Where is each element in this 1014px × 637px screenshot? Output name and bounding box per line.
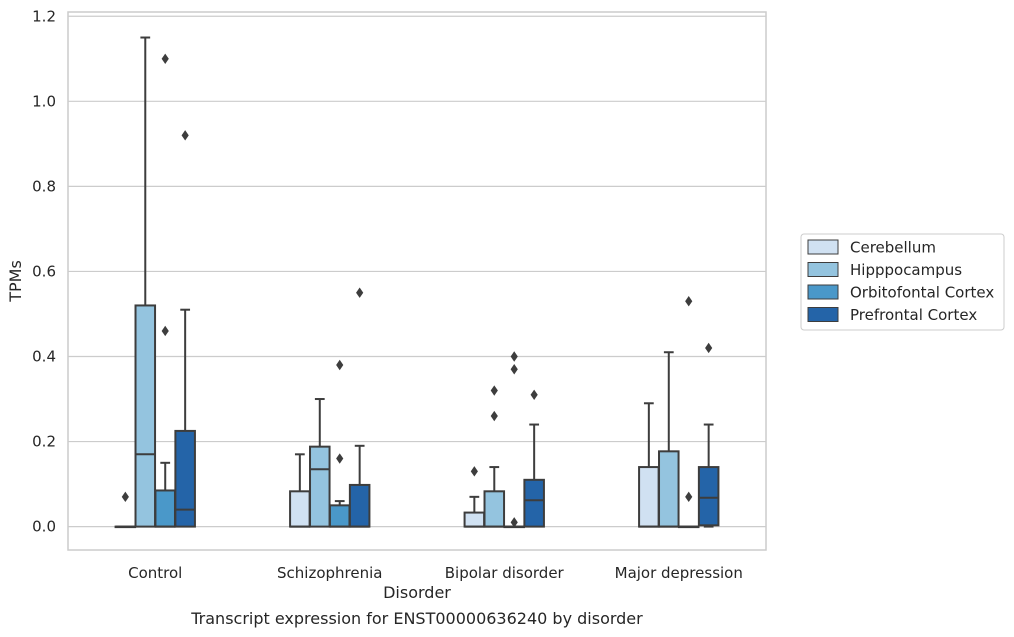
- box: [483, 385, 506, 528]
- box-body: [328, 504, 351, 528]
- box: [503, 351, 525, 529]
- box-body: [309, 445, 331, 528]
- outlier-point: [336, 453, 344, 464]
- x-tick-label: Schizophrenia: [277, 564, 382, 582]
- box: [697, 342, 720, 528]
- legend-swatch: [807, 239, 839, 255]
- box-body: [483, 490, 506, 528]
- box-body: [658, 450, 680, 528]
- outlier-point: [685, 491, 693, 503]
- outlier-point: [181, 130, 189, 141]
- box-body: [697, 466, 720, 527]
- legend-label: Orbitofontal Cortex: [850, 284, 994, 302]
- legend: Cerebellum Hipppocampus Orbitofontal Corte…: [800, 233, 1005, 331]
- box: [154, 53, 176, 528]
- box: [309, 398, 331, 528]
- legend-swatch: [807, 307, 839, 322]
- box: [677, 296, 700, 529]
- outlier-point: [685, 296, 693, 307]
- x-axis-title: Disorder: [383, 583, 451, 602]
- box: [328, 359, 351, 528]
- legend-label: Hipppocampus: [850, 261, 962, 279]
- box: [348, 287, 371, 528]
- outlier-point: [121, 491, 129, 503]
- x-tick-label: Control: [128, 564, 182, 582]
- grid-lines: [68, 15, 766, 528]
- y-tick-label: 1.2: [32, 7, 56, 25]
- x-tick-label: Bipolar disorder: [445, 564, 565, 582]
- outlier-point: [470, 466, 478, 477]
- y-tick-label: 1.0: [32, 92, 56, 110]
- outlier-point: [490, 385, 498, 396]
- box: [134, 36, 157, 528]
- box-body: [348, 483, 371, 528]
- box: [638, 402, 660, 528]
- legend-swatch: [807, 284, 839, 300]
- y-axis-ticks: 0.0 0.2 0.4 0.6 0.8 1.0 1.2: [32, 7, 56, 535]
- legend-swatch: [807, 262, 839, 277]
- outlier-point: [161, 325, 169, 337]
- x-axis-ticks: Control Schizophrenia Bipolar disorder Majo…: [128, 564, 743, 582]
- plot-frame: [67, 11, 767, 551]
- box: [523, 389, 545, 528]
- legend-frame: [800, 233, 1005, 331]
- legend-label: Prefrontal Cortex: [850, 306, 977, 324]
- outlier-point: [510, 517, 518, 528]
- outlier-point: [705, 342, 713, 354]
- box-plot-series: [114, 36, 720, 529]
- box: [114, 491, 137, 529]
- series-prefrontal-cortex: [174, 130, 720, 528]
- outlier-point: [356, 287, 364, 298]
- y-tick-label: 0.4: [32, 347, 56, 365]
- legend-label: Cerebellum: [850, 239, 936, 257]
- box-body: [134, 304, 157, 528]
- box-body: [289, 490, 311, 528]
- box-body: [154, 489, 176, 528]
- y-axis-title: TPMs: [6, 260, 25, 303]
- box: [658, 351, 680, 528]
- outlier-point: [510, 364, 518, 375]
- y-tick-label: 0.8: [32, 177, 56, 195]
- chart-caption: Transcript expression for ENST0000063624…: [190, 609, 643, 628]
- outlier-point: [510, 351, 518, 362]
- box-body: [638, 466, 660, 528]
- box: [463, 466, 486, 528]
- y-tick-label: 0.2: [32, 433, 56, 451]
- box: [174, 130, 196, 528]
- box-body: [463, 511, 486, 528]
- box: [289, 453, 311, 528]
- y-tick-label: 0.0: [32, 518, 56, 536]
- outlier-point: [530, 389, 538, 400]
- outlier-point: [161, 53, 169, 64]
- series-cerebellum: [114, 402, 660, 529]
- outlier-point: [490, 410, 498, 422]
- x-tick-label: Major depression: [615, 564, 743, 582]
- box-body: [523, 478, 545, 528]
- box-body: [174, 429, 196, 528]
- outlier-point: [336, 359, 344, 371]
- series-orbitofontal-cortex: [154, 53, 700, 529]
- series-hipppocampus: [134, 36, 680, 528]
- y-tick-label: 0.6: [32, 262, 56, 280]
